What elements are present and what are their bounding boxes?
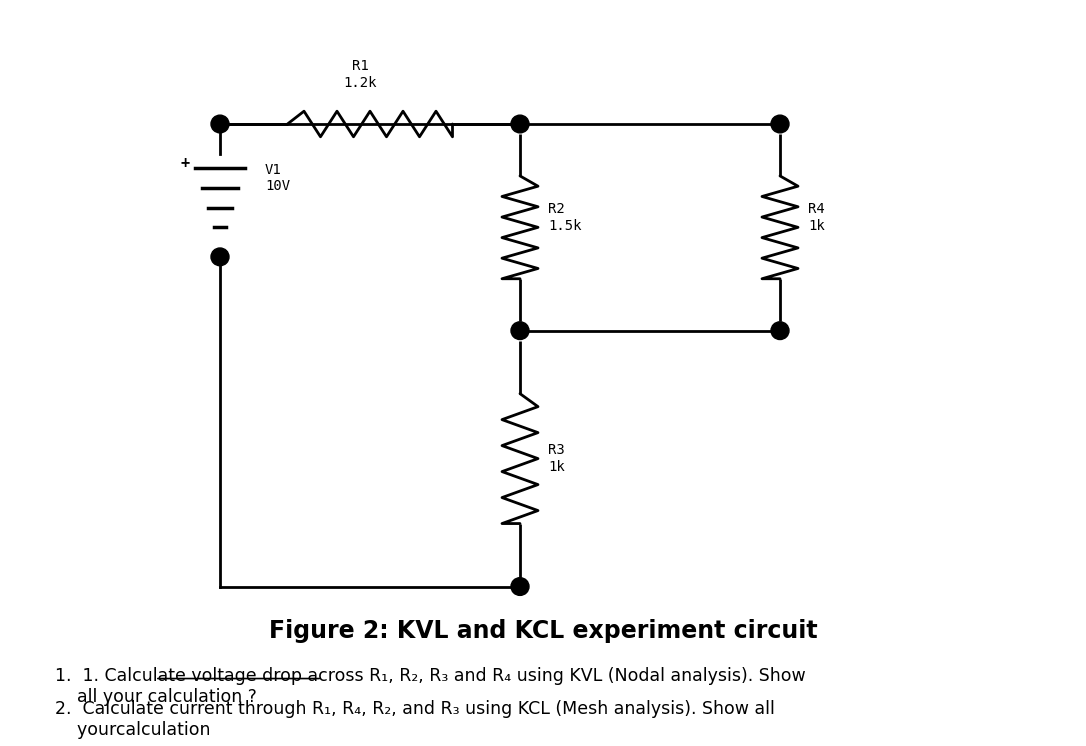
Text: Figure 2: KVL and KCL experiment circuit: Figure 2: KVL and KCL experiment circuit [268,619,818,643]
Circle shape [512,115,529,133]
Text: R1
1.2k: R1 1.2k [343,60,377,90]
Text: R4
1k: R4 1k [808,202,824,233]
Circle shape [771,322,790,339]
Text: R2
1.5k: R2 1.5k [548,202,581,233]
Text: 2.  Calculate current through R₁, R₄, R₂, and R₃ using KCL (Mesh analysis). Show: 2. Calculate current through R₁, R₄, R₂,… [55,700,775,739]
Text: R3
1k: R3 1k [548,444,565,474]
Text: V1
10V: V1 10V [265,163,290,193]
Circle shape [211,248,229,266]
Text: +: + [180,156,190,171]
Circle shape [771,115,790,133]
Circle shape [512,322,529,339]
Circle shape [512,577,529,595]
Circle shape [211,115,229,133]
Text: 1.  1. Calculate voltage drop across R₁, R₂, R₃ and R₄ using KVL (Nodal analysis: 1. 1. Calculate voltage drop across R₁, … [55,667,806,706]
